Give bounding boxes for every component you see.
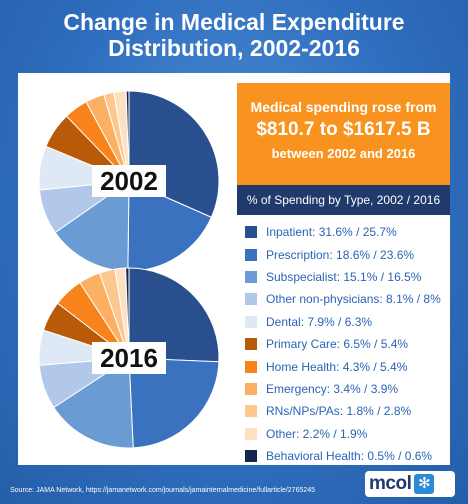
legend-label: Other non-physicians: 8.1% / 8% [266,292,441,307]
legend: Inpatient: 31.6% / 25.7% Prescription: 18… [237,221,450,467]
legend-swatch [245,450,257,463]
pie-2016-slice-prescription [128,357,220,449]
legend-swatch [245,315,257,328]
page-title: Change in Medical Expenditure Distributi… [63,9,405,61]
legend-header: % of Spending by Type, 2002 / 2016 [237,185,450,215]
legend-item: Primary Care: 6.5% / 5.4% [237,333,450,355]
legend-item: Behavioral Health: 0.5% / 0.6% [237,445,450,467]
legend-label: Primary Care: 6.5% / 5.4% [266,337,409,352]
pie-2016-slice-behavioral-health [125,267,130,359]
pie-label-2016: 2016 [92,342,166,374]
legend-item: Dental: 7.9% / 6.3% [237,311,450,333]
legend-swatch [245,427,257,440]
mcol-logo: mcol ✻ [365,471,455,497]
headline-line-1: Medical spending rose from [250,99,437,115]
logo-text: mcol [369,473,412,494]
legend-label: Subspecialist: 15.1% / 16.5% [266,269,422,284]
legend-item: Other: 2.2% / 1.9% [237,423,450,445]
pie-2002-slice-behavioral-health [125,90,130,182]
legend-label: Other: 2.2% / 1.9% [266,426,368,441]
legend-item: Subspecialist: 15.1% / 16.5% [237,266,450,288]
legend-label: Inpatient: 31.6% / 25.7% [266,225,397,240]
legend-label: Behavioral Health: 0.5% / 0.6% [266,449,433,464]
legend-swatch [245,248,257,261]
legend-item: Inpatient: 31.6% / 25.7% [237,221,450,243]
legend-label: RNs/NPs/PAs: 1.8% / 2.8% [266,404,412,419]
logo-mark-icon: ✻ [414,474,435,494]
legend-label: Dental: 7.9% / 6.3% [266,314,373,329]
legend-swatch [245,226,257,239]
pie-charts [38,90,220,449]
source-note: Source: JAMA Network, https://jamanetwor… [10,487,316,494]
legend-item: RNs/NPs/PAs: 1.8% / 2.8% [237,400,450,422]
legend-item: Prescription: 18.6% / 23.6% [237,243,450,265]
headline-line-3: between 2002 and 2016 [271,146,416,161]
chart-panel: 2002 2016 Medical spending rose from $81… [18,73,450,465]
pie-label-2002: 2002 [92,165,166,197]
legend-label: Home Health: 4.3% / 5.4% [266,359,408,374]
legend-label: Emergency: 3.4% / 3.9% [266,381,399,396]
legend-swatch [245,270,257,283]
legend-swatch [245,382,257,395]
headline-box: Medical spending rose from $810.7 to $16… [237,83,450,185]
pie-2016-slice-subspecialist [53,357,134,449]
legend-swatch [245,405,257,418]
legend-item: Emergency: 3.4% / 3.9% [237,378,450,400]
legend-swatch [245,360,257,373]
headline-line-2: $810.7 to $1617.5 B [256,119,431,140]
legend-label: Prescription: 18.6% / 23.6% [266,247,415,262]
legend-item: Home Health: 4.3% / 5.4% [237,355,450,377]
legend-item: Other non-physicians: 8.1% / 8% [237,288,450,310]
pie-2016-slice-inpatient [128,267,220,363]
legend-swatch [245,293,257,306]
legend-swatch [245,338,257,351]
